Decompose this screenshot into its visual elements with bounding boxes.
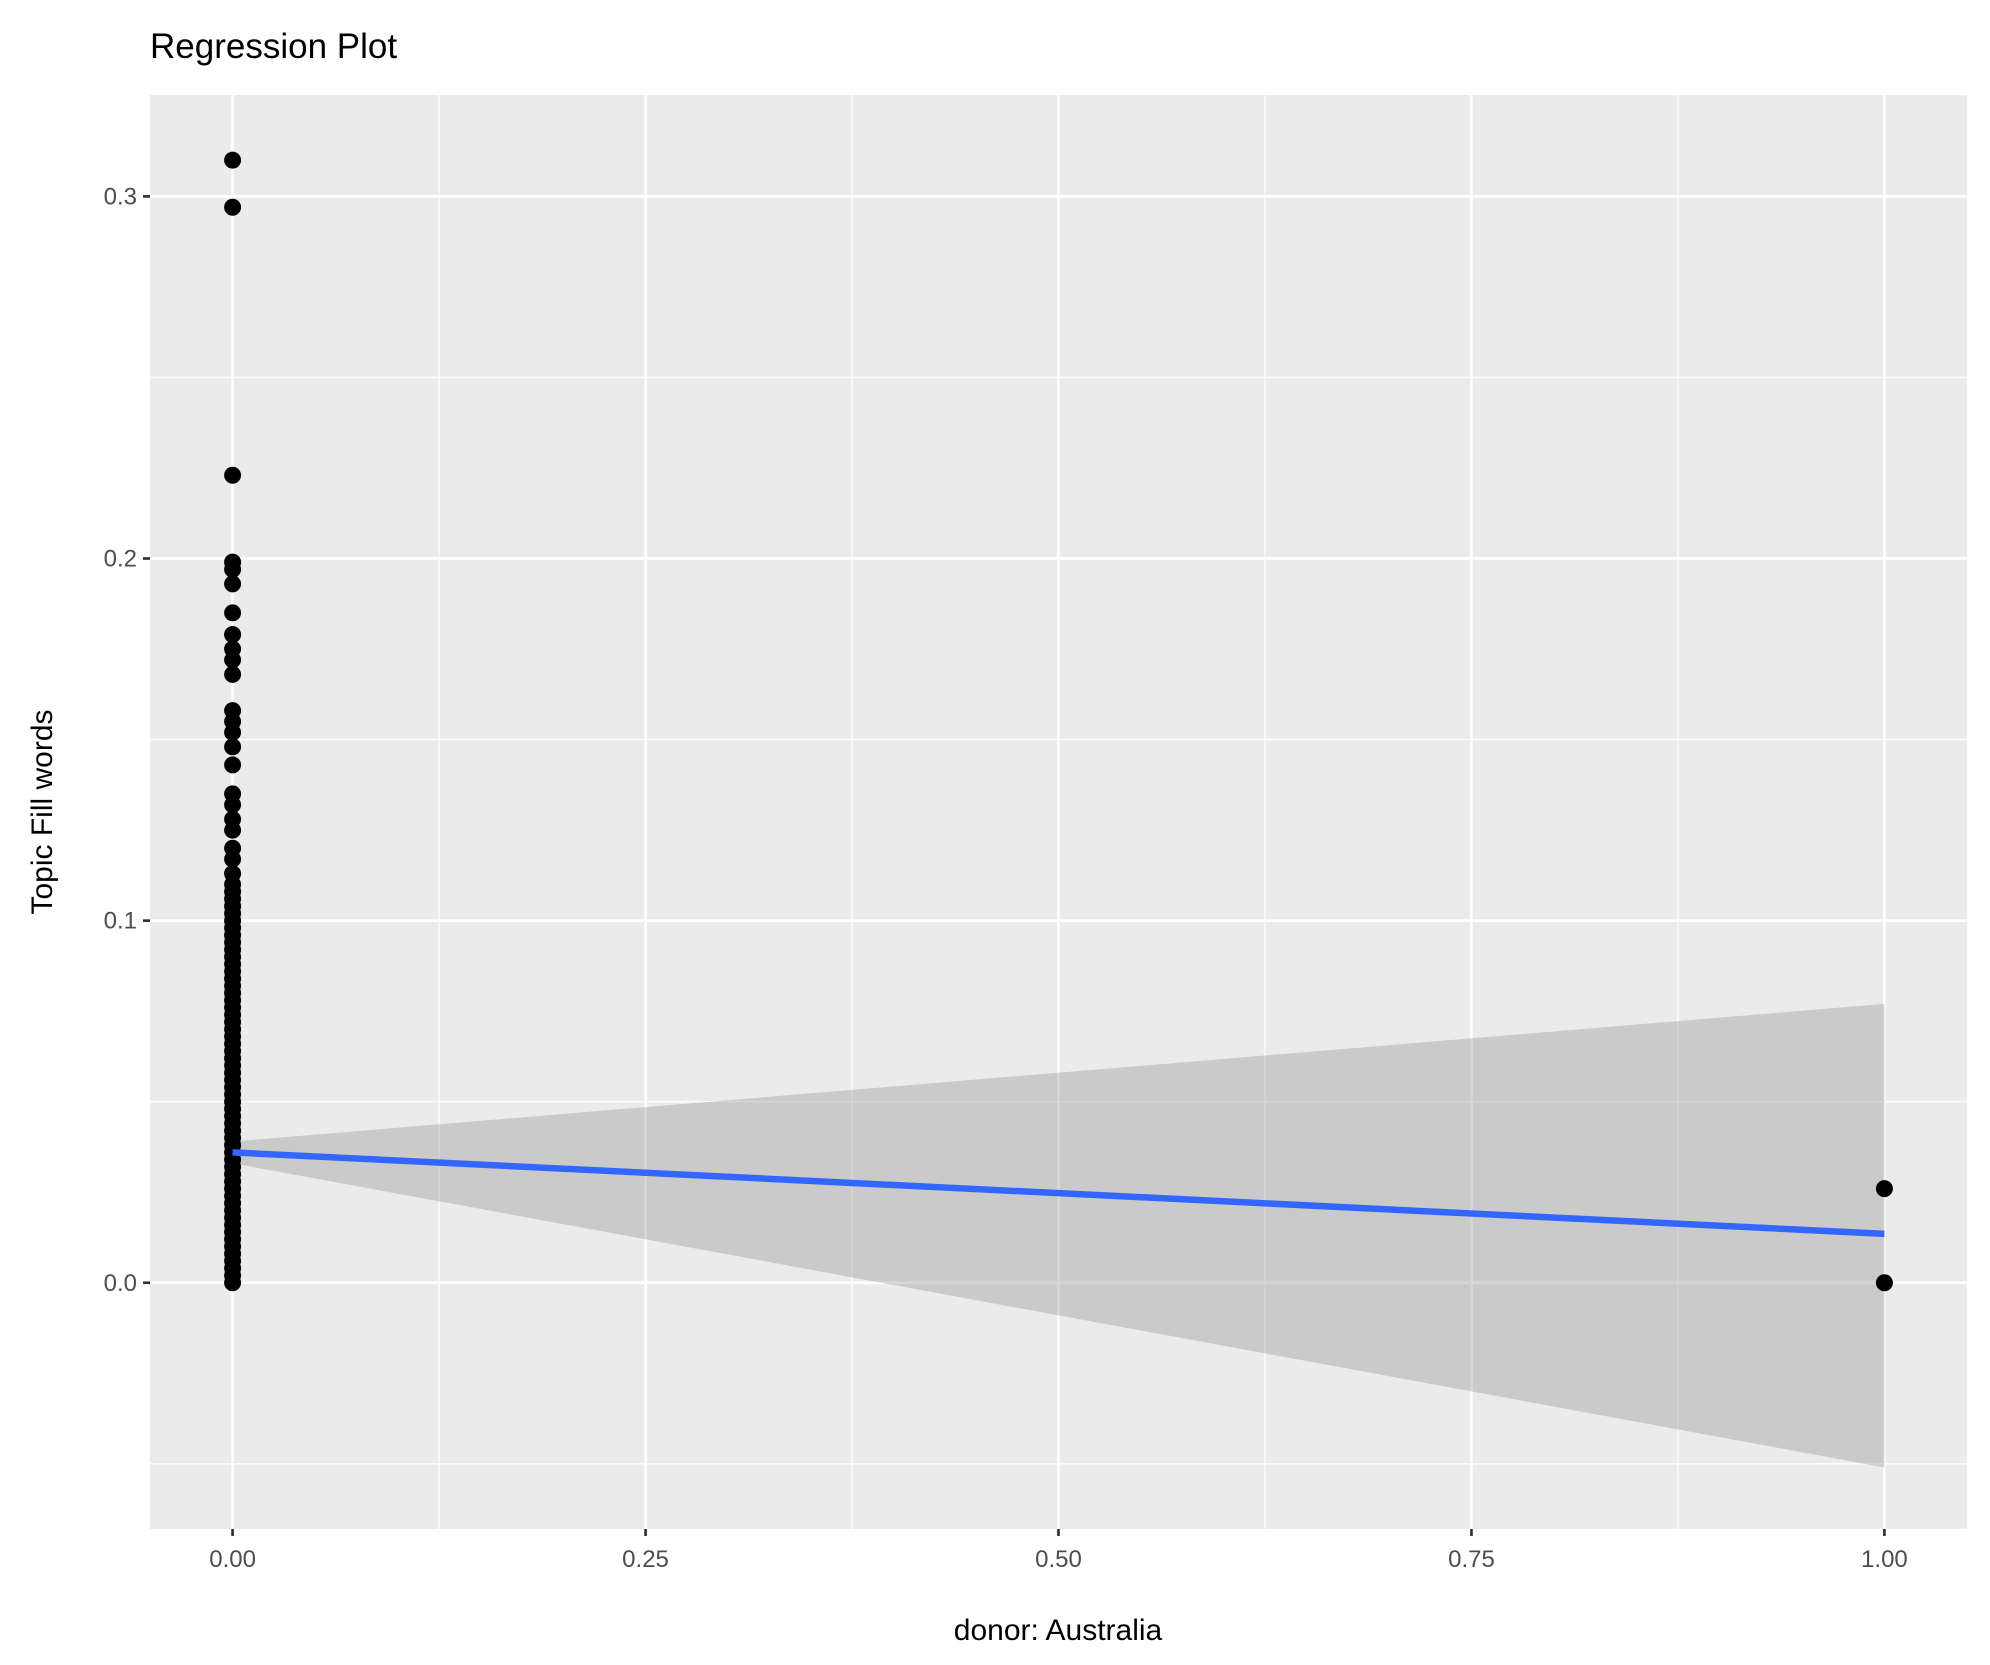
x-tick-label: 0.50 bbox=[1035, 1546, 1082, 1573]
chart-title: Regression Plot bbox=[150, 27, 397, 66]
data-point bbox=[224, 198, 242, 216]
data-point bbox=[224, 796, 242, 814]
data-point bbox=[224, 850, 242, 868]
confidence-ribbon bbox=[232, 1003, 1885, 1468]
data-point bbox=[224, 575, 242, 593]
regression-line bbox=[232, 1149, 1885, 1238]
confidence-band bbox=[232, 1003, 1885, 1468]
data-points bbox=[224, 151, 1893, 1292]
data-point bbox=[224, 821, 242, 839]
y-tick-label: 0.3 bbox=[104, 183, 137, 210]
y-tick-label: 0.1 bbox=[104, 908, 137, 935]
data-point bbox=[224, 756, 242, 774]
data-point bbox=[224, 626, 242, 644]
x-tick-label: 0.00 bbox=[209, 1546, 256, 1573]
data-point bbox=[224, 560, 242, 578]
axes: 0.00 0.25 0.50 0.75 1.00 0.0 0.1 0.2 0.3 bbox=[104, 183, 1908, 1573]
data-point bbox=[224, 738, 242, 756]
x-tick-label: 1.00 bbox=[1861, 1546, 1908, 1573]
data-point bbox=[224, 604, 242, 622]
data-point bbox=[224, 651, 242, 669]
data-point bbox=[1875, 1274, 1893, 1292]
data-point bbox=[224, 665, 242, 683]
gridlines bbox=[150, 95, 1967, 1529]
y-axis-title: Topic Fill words bbox=[26, 709, 59, 914]
fit-line bbox=[232, 1149, 1885, 1238]
x-tick-label: 0.75 bbox=[1448, 1546, 1495, 1573]
data-point bbox=[224, 151, 242, 169]
y-tick-label: 0.2 bbox=[104, 546, 137, 573]
data-point bbox=[224, 723, 242, 741]
x-tick-label: 0.25 bbox=[622, 1546, 669, 1573]
data-point bbox=[224, 1274, 242, 1292]
data-point bbox=[224, 466, 242, 484]
y-tick-label: 0.0 bbox=[104, 1270, 137, 1297]
x-axis-title: donor: Australia bbox=[954, 1614, 1163, 1647]
data-point bbox=[1875, 1180, 1893, 1198]
